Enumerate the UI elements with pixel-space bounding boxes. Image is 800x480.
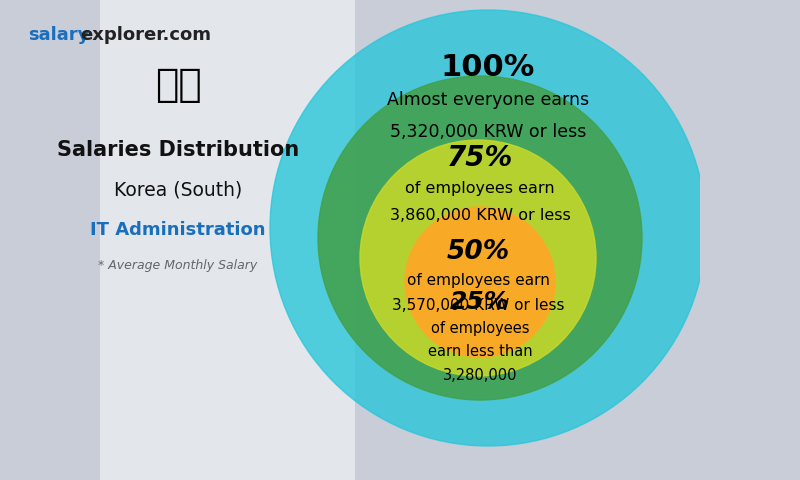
Text: 100%: 100% (441, 53, 535, 83)
Text: salary: salary (28, 26, 90, 45)
Text: Korea (South): Korea (South) (114, 180, 242, 200)
Text: 🇰🇷: 🇰🇷 (154, 66, 202, 104)
Text: * Average Monthly Salary: * Average Monthly Salary (98, 259, 258, 272)
Text: 50%: 50% (446, 239, 510, 265)
Text: explorer.com: explorer.com (80, 26, 211, 45)
Text: 3,860,000 KRW or less: 3,860,000 KRW or less (390, 208, 570, 224)
Bar (100, 0, 355, 480)
Text: 3,280,000: 3,280,000 (442, 369, 518, 384)
Text: of employees earn: of employees earn (405, 180, 555, 195)
Text: 25%: 25% (450, 290, 510, 314)
Circle shape (405, 207, 555, 357)
Text: of employees earn: of employees earn (406, 273, 550, 288)
Text: IT Administration: IT Administration (90, 221, 266, 239)
Text: of employees: of employees (430, 321, 530, 336)
Text: 75%: 75% (447, 144, 513, 172)
Circle shape (270, 10, 706, 446)
Circle shape (360, 140, 596, 376)
Text: Salaries Distribution: Salaries Distribution (57, 140, 299, 160)
Text: 5,320,000 KRW or less: 5,320,000 KRW or less (390, 123, 586, 141)
Text: Almost everyone earns: Almost everyone earns (387, 91, 589, 109)
Text: 3,570,000 KRW or less: 3,570,000 KRW or less (392, 299, 564, 313)
Text: earn less than: earn less than (428, 345, 532, 360)
Circle shape (318, 76, 642, 400)
